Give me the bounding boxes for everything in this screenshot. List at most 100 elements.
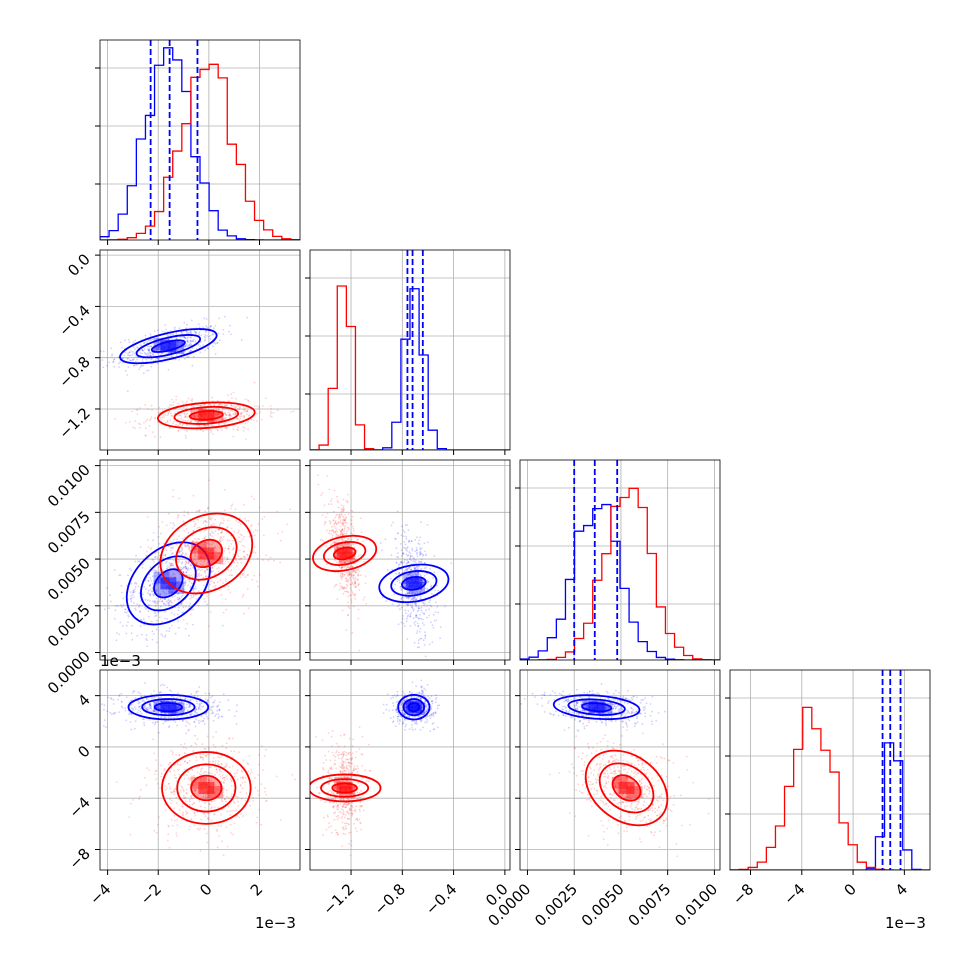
scatter-point — [146, 645, 149, 648]
scatter-point — [169, 564, 172, 567]
scatter-point — [192, 589, 195, 592]
scatter-point — [431, 699, 434, 702]
scatter-point — [321, 739, 324, 742]
scatter-point — [269, 415, 272, 417]
scatter-point — [176, 571, 179, 574]
scatter-point — [332, 805, 335, 808]
scatter-point — [162, 330, 164, 333]
scatter-point — [239, 784, 242, 786]
scatter-point — [241, 787, 244, 790]
scatter-point — [323, 504, 326, 507]
scatter-point — [393, 593, 396, 596]
scatter-point — [149, 593, 152, 596]
scatter-point — [339, 533, 342, 535]
scatter-point — [200, 421, 203, 423]
scatter-point — [193, 776, 195, 779]
scatter-point — [420, 679, 423, 682]
scatter-point — [180, 595, 183, 598]
scatter-point — [240, 412, 242, 414]
scatter-point — [396, 532, 399, 535]
scatter-point — [228, 551, 231, 554]
scatter-point — [347, 776, 349, 779]
scatter-point — [128, 354, 131, 357]
contour-red — [159, 512, 254, 595]
scatter-point — [415, 565, 418, 568]
scatter-point — [207, 816, 209, 819]
scatter-point — [330, 500, 332, 502]
scatter-point — [160, 775, 163, 778]
scatter-point — [144, 682, 146, 684]
scatter-point — [362, 540, 364, 543]
scatter-point — [113, 365, 116, 368]
scatter-point — [189, 704, 192, 706]
scatter-point — [215, 787, 217, 790]
scatter-point — [347, 614, 349, 616]
scatter-point — [214, 746, 217, 748]
scatter-point — [400, 560, 403, 563]
scatter-point — [340, 508, 343, 511]
scatter-point — [406, 698, 408, 700]
scatter-point — [175, 780, 178, 783]
scatter-point — [156, 782, 159, 785]
scatter-point — [335, 561, 338, 564]
scatter-point — [416, 596, 419, 598]
scatter-point — [247, 770, 250, 773]
scatter-point — [407, 541, 410, 543]
density-cell — [190, 541, 207, 554]
scatter-point — [410, 612, 412, 614]
scatter-point — [168, 627, 171, 630]
scatter-point — [131, 410, 134, 413]
scatter-point — [173, 807, 176, 810]
scatter-point — [182, 719, 184, 722]
scatter-point — [216, 830, 219, 832]
scatter-point — [195, 718, 197, 721]
scatter-point — [192, 530, 195, 532]
scatter-point — [208, 766, 211, 769]
scatter-point — [149, 568, 152, 571]
scatter-point — [169, 761, 171, 764]
scatter-point — [421, 706, 424, 709]
scatter-point — [251, 552, 254, 554]
scatter-point — [198, 538, 201, 540]
scatter-point — [258, 405, 260, 407]
scatter-point — [345, 516, 348, 519]
scatter-point — [345, 577, 348, 580]
scatter-point — [220, 419, 223, 421]
scatter-point — [212, 760, 215, 763]
scatter-point — [185, 571, 188, 574]
scatter-point — [205, 589, 208, 592]
scatter-point — [183, 529, 185, 532]
scatter-point — [180, 569, 183, 572]
scatter-point — [142, 350, 145, 352]
scatter-point — [439, 626, 442, 629]
scatter-point — [159, 593, 162, 596]
scatter-point — [341, 568, 343, 570]
scatter-point — [338, 514, 341, 516]
scatter-point — [249, 772, 252, 775]
scatter-point — [180, 743, 183, 746]
scatter-point — [183, 703, 186, 705]
scatter-point — [199, 404, 202, 407]
scatter-point — [430, 695, 433, 698]
scatter-point — [209, 567, 212, 570]
scatter-point — [220, 429, 223, 431]
scatter-point — [397, 700, 399, 703]
scatter-point — [241, 572, 244, 575]
scatter-point — [145, 707, 147, 709]
scatter-point — [149, 338, 152, 341]
scatter-point — [416, 536, 418, 539]
scatter-point — [204, 795, 207, 798]
scatter-point — [225, 764, 228, 767]
contour-red — [161, 751, 252, 825]
scatter-point — [341, 523, 344, 525]
scatter-point — [179, 697, 182, 700]
scatter-point — [212, 585, 215, 588]
scatter-point — [397, 578, 399, 581]
scatter-point — [221, 530, 224, 533]
scatter-point — [176, 707, 179, 709]
scatter-point — [433, 620, 436, 622]
scatter-point — [221, 744, 224, 747]
scatter-point — [207, 506, 210, 509]
scatter-point — [189, 825, 191, 828]
scatter-point — [147, 353, 150, 356]
